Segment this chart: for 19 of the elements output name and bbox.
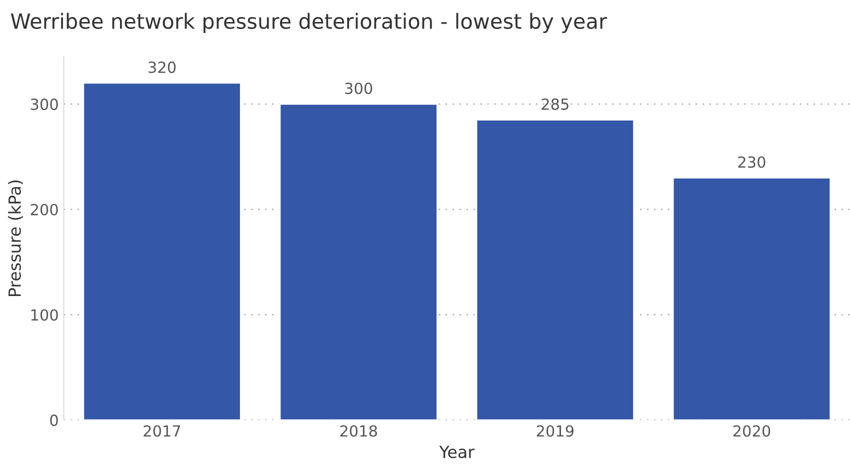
y-tick-label: 100 — [31, 309, 58, 321]
y-tick-label: 0 — [50, 414, 58, 426]
y-axis-title: Pressure (kPa) — [8, 180, 23, 296]
data-label: 285 — [542, 98, 568, 110]
bar — [279, 103, 438, 420]
x-tick-label: 2020 — [733, 425, 770, 437]
y-tick-label: 200 — [30, 204, 58, 216]
bar — [82, 82, 242, 420]
y-tick-label: 300 — [30, 98, 58, 110]
x-tick-label: 2019 — [536, 425, 574, 437]
data-label: 320 — [148, 62, 176, 74]
x-tick-label: 2017 — [144, 425, 180, 437]
bar — [476, 119, 634, 420]
x-tick-label: 2018 — [340, 425, 377, 437]
chart-title: Werribee network pressure deterioration - lowest by year — [10, 12, 608, 34]
x-axis-title: Year — [439, 446, 475, 458]
data-label: 300 — [345, 82, 372, 94]
bar — [672, 177, 832, 420]
data-label: 230 — [738, 156, 766, 168]
